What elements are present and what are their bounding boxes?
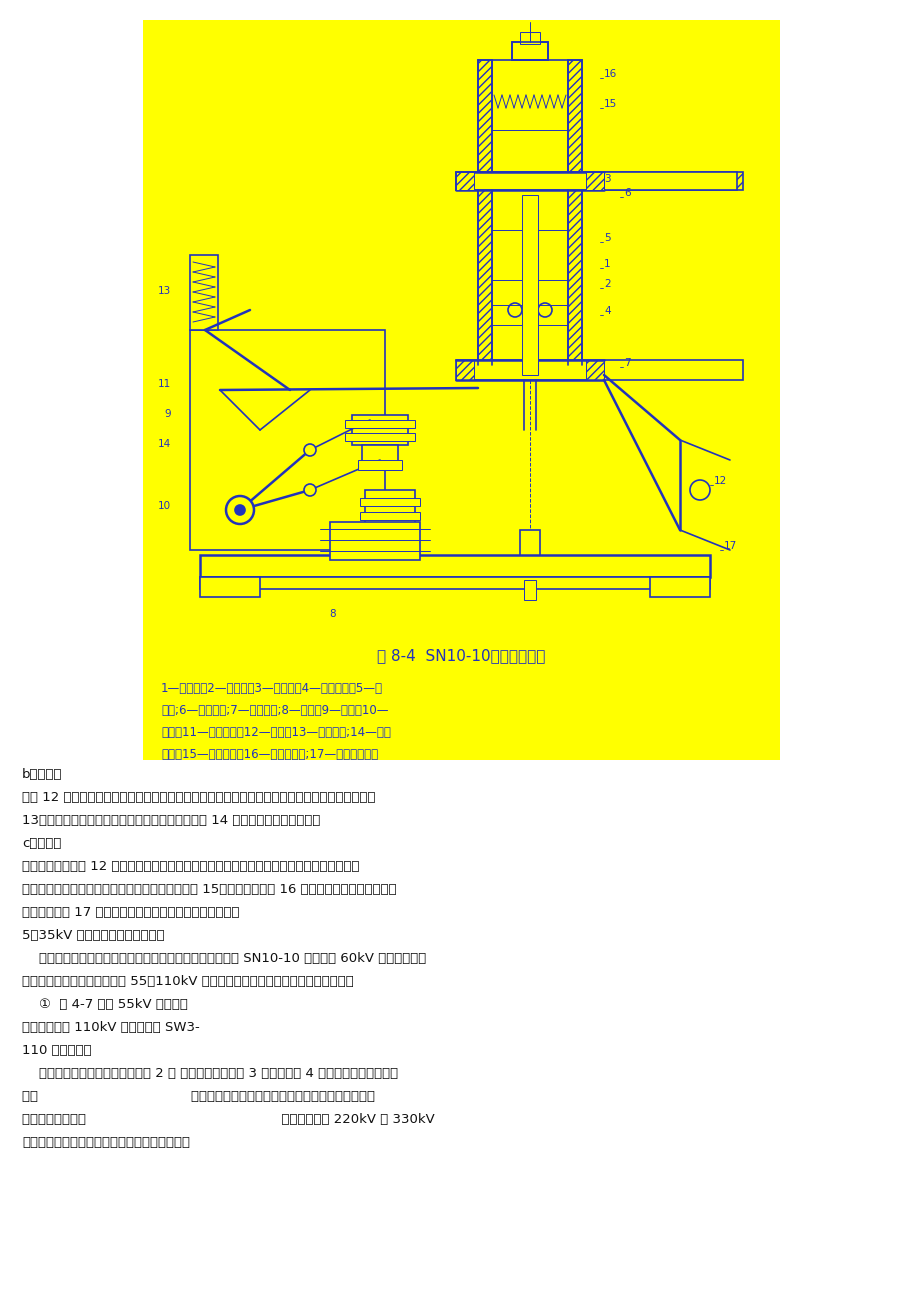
Text: b、合闸：: b、合闸：	[22, 768, 62, 781]
Text: 电弧分解和蒸发的气体和油气上升到顶部缓冲空间 15，经油气分离器 16 冷却后排出。分闸终了时，: 电弧分解和蒸发的气体和油气上升到顶部缓冲空间 15，经油气分离器 16 冷却后排…	[22, 883, 396, 896]
Circle shape	[303, 484, 315, 496]
Bar	[461, 172, 736, 190]
Text: 灭弧元件向上斜装在三角机构箱 2 上 机构箱靠支持瓷瓶 3 固定在底座 4 上。操动传动机构的绝: 灭弧元件向上斜装在三角机构箱 2 上 机构箱靠支持瓷瓶 3 固定在底座 4 上。…	[22, 1068, 398, 1079]
Bar	[519, 530, 539, 579]
Text: 的传动机构相连。                                              属于该系列的 220kV 和 330kV: 的传动机构相连。 属于该系列的 220kV 和 330kV	[22, 1113, 435, 1126]
Bar	[567, 190, 582, 365]
Text: 14: 14	[157, 439, 171, 449]
Text: 10: 10	[158, 501, 171, 510]
Bar	[650, 577, 709, 598]
Bar	[524, 579, 536, 600]
Bar	[330, 522, 420, 560]
Bar	[357, 460, 402, 470]
Text: 组成的双断口 110kV 少油断路器 SW3-: 组成的双断口 110kV 少油断路器 SW3-	[22, 1021, 199, 1034]
Text: c、分闸：: c、分闸：	[22, 837, 62, 850]
Text: 9: 9	[165, 409, 171, 419]
Bar	[585, 359, 604, 380]
Text: 少油断路器有双柱四断口和三柱六断口的结构。: 少油断路器有双柱四断口和三柱六断口的结构。	[22, 1137, 190, 1148]
Bar	[585, 172, 604, 190]
Text: 转轴 12 在操动机构带动下顺时针转动，使导电杆向上运动，与静触头接通；同时，压缩分闸弹簧: 转轴 12 在操动机构带动下顺时针转动，使导电杆向上运动，与静触头接通；同时，压…	[22, 792, 375, 805]
Text: 分闸弹簧带动转轴 12 逆时针转动，使动触杆向下运动。触头间产生的电弧在灭弧室中熄灭。: 分闸弹簧带动转轴 12 逆时针转动，使动触杆向下运动。触头间产生的电弧在灭弧室中…	[22, 861, 359, 874]
Text: 6: 6	[623, 187, 630, 198]
Circle shape	[226, 496, 254, 523]
Text: 5．35kV 以上的户外少油断路器：: 5．35kV 以上的户外少油断路器：	[22, 930, 165, 943]
Bar	[478, 60, 492, 174]
Bar	[456, 359, 742, 380]
Text: 油缓冲器活塞 17 插入导电杆下部钢管中，进行分闸缓冲。: 油缓冲器活塞 17 插入导电杆下部钢管中，进行分闸缓冲。	[22, 906, 239, 919]
Text: 1: 1	[604, 259, 610, 270]
Text: 主轴；11—绝缘拉杆；12—转轴；13—分闸弹簧;14—合闸: 主轴；11—绝缘拉杆；12—转轴；13—分闸弹簧;14—合闸	[161, 727, 391, 740]
Text: 17: 17	[723, 542, 736, 551]
Bar	[199, 577, 709, 589]
Text: 1—灭弧室；2—绝缘筒；3—静触头；4—中间触头；5—动: 1—灭弧室；2—绝缘筒；3—静触头；4—中间触头；5—动	[161, 682, 382, 695]
Text: 8: 8	[329, 609, 335, 618]
Text: 13，进行贮能。在接近合闸位置时，合闸缓冲弹簧 14 被压缩，进行合闸缓冲。: 13，进行贮能。在接近合闸位置时，合闸缓冲弹簧 14 被压缩，进行合闸缓冲。	[22, 814, 320, 827]
Bar	[352, 415, 407, 445]
Bar	[512, 42, 548, 60]
Text: 12: 12	[713, 477, 726, 486]
Text: 灭弧装置都装在瓷套中（灭弧装置在瓷套中的安装方式和 SN10-10 相同）。 60kV 及以上都是落: 灭弧装置都装在瓷套中（灭弧装置在瓷套中的安装方式和 SN10-10 相同）。 6…	[22, 952, 425, 965]
Text: 4: 4	[604, 306, 610, 316]
Text: 11: 11	[157, 379, 171, 389]
Circle shape	[303, 444, 315, 456]
Text: 图 8-4  SN10-10型少油断路器: 图 8-4 SN10-10型少油断路器	[377, 648, 545, 663]
Text: 16: 16	[604, 69, 617, 79]
Text: 7: 7	[623, 358, 630, 368]
Bar	[361, 445, 398, 470]
Bar	[142, 641, 779, 760]
Bar	[199, 577, 260, 598]
Text: 13: 13	[157, 286, 171, 296]
Bar	[456, 359, 473, 380]
Text: 触杆;6—上接线板;7—下接线板;8—瓷瓶；9—底座；10—: 触杆;6—上接线板;7—下接线板;8—瓷瓶；9—底座；10—	[161, 704, 388, 717]
Bar	[190, 255, 218, 329]
Bar	[521, 195, 538, 375]
Bar	[365, 490, 414, 525]
Bar	[456, 172, 473, 190]
Bar	[142, 20, 779, 641]
Bar	[359, 512, 420, 519]
Bar	[478, 190, 492, 365]
Text: 110 的外形图。: 110 的外形图。	[22, 1044, 92, 1057]
Bar	[199, 555, 709, 577]
Text: 弹簧；15—缓冲空间；16—油气分离器;17—分闸油缓冲器: 弹簧；15—缓冲空间；16—油气分离器;17—分闸油缓冲器	[161, 749, 378, 760]
Text: 15: 15	[604, 99, 617, 109]
Bar	[345, 421, 414, 428]
Text: ①  图 4-7 为用 55kV 标准元件: ① 图 4-7 为用 55kV 标准元件	[22, 999, 187, 1010]
Text: 地式结构，以相当于线电压为 55～110kV 的标准元件为基础，采用积木式组合方式。: 地式结构，以相当于线电压为 55～110kV 的标准元件为基础，采用积木式组合方…	[22, 975, 354, 988]
Circle shape	[507, 303, 521, 316]
Circle shape	[234, 505, 244, 516]
Text: 缘操                                    作杆，穿过支持瓷瓶和置在机构箱内与带动动触杆动: 缘操 作杆，穿过支持瓷瓶和置在机构箱内与带动动触杆动	[22, 1090, 375, 1103]
Text: 3: 3	[604, 174, 610, 184]
Text: 2: 2	[604, 279, 610, 289]
Bar	[567, 60, 582, 174]
Text: 5: 5	[604, 233, 610, 243]
Bar	[456, 172, 742, 190]
Circle shape	[689, 480, 709, 500]
Circle shape	[538, 303, 551, 316]
Bar	[345, 434, 414, 441]
Bar	[190, 329, 384, 549]
Bar	[519, 33, 539, 44]
Bar	[359, 497, 420, 506]
Bar	[371, 525, 407, 549]
